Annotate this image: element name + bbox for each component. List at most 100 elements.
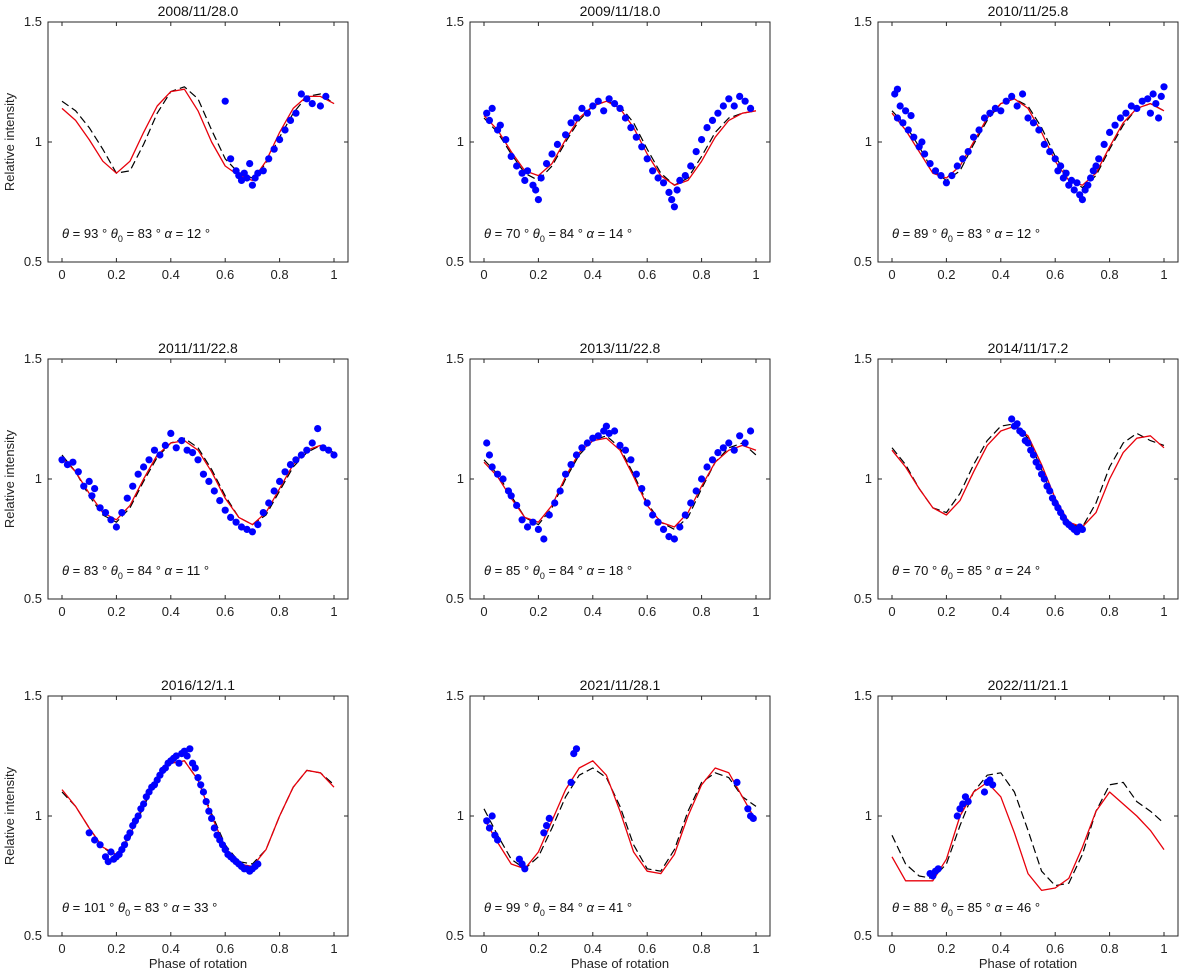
observation-point <box>676 176 684 184</box>
observation-point <box>616 441 624 449</box>
observation-point <box>942 179 951 187</box>
x-axis-label: Phase of rotation <box>979 956 1077 971</box>
observation-point <box>134 470 142 478</box>
x-tick-label: 0.6 <box>1046 941 1064 956</box>
observation-point <box>254 169 262 177</box>
observation-point <box>578 104 586 112</box>
observation-point <box>107 848 115 856</box>
y-tick-label: 0.5 <box>24 591 42 606</box>
observation-point <box>910 133 918 141</box>
observation-point <box>692 487 700 495</box>
observation-point <box>902 107 910 115</box>
theta-value: = 99 ° <box>491 900 529 915</box>
observation-point <box>703 124 711 132</box>
model-solid-line <box>483 437 757 528</box>
observation-point <box>322 92 330 100</box>
observation-point <box>265 499 273 507</box>
observation-point <box>205 807 213 815</box>
observation-point <box>286 461 295 469</box>
observation-point <box>1078 196 1086 204</box>
observation-point <box>654 174 662 182</box>
observation-point <box>175 759 183 767</box>
observation-point <box>1095 155 1103 163</box>
observation-point <box>621 446 630 454</box>
observation-point <box>746 104 755 112</box>
x-tick-label: 0 <box>888 604 895 619</box>
observation-point <box>670 203 679 211</box>
y-tick-label: 0.5 <box>854 591 872 606</box>
observation-point <box>687 499 695 507</box>
subplot-title: 2011/11/22.8 <box>158 340 238 356</box>
observation-point <box>123 494 131 502</box>
x-tick-label: 0.6 <box>1046 267 1064 282</box>
observation-point <box>921 150 929 158</box>
orbit-geometry-annotation: θ = 70 ° θ0 = 85 ° α = 24 ° <box>892 563 1040 581</box>
observation-point <box>281 468 289 476</box>
observation-point <box>248 181 256 189</box>
observation-point <box>953 812 961 820</box>
observation-point <box>194 456 202 464</box>
x-tick-label: 0 <box>58 604 65 619</box>
observation-point <box>237 523 246 531</box>
observation-point <box>692 148 700 156</box>
observation-point <box>232 518 240 526</box>
observation-point <box>698 136 706 144</box>
observation-point <box>1029 451 1038 459</box>
observation-point <box>893 85 902 93</box>
observation-point <box>276 136 284 144</box>
observation-point <box>513 162 521 170</box>
x-tick-label: 0.4 <box>584 604 602 619</box>
x-tick-label: 0 <box>888 267 895 282</box>
y-tick-label: 1 <box>35 134 42 149</box>
observation-point <box>991 104 999 112</box>
observation-point <box>562 131 570 139</box>
observation-point <box>937 172 945 180</box>
observation-point <box>243 174 251 182</box>
x-tick-label: 0.6 <box>638 941 656 956</box>
alpha-value: = 11 ° <box>172 563 209 578</box>
observation-point <box>188 449 197 457</box>
observation-point <box>1046 487 1054 495</box>
observation-point <box>91 836 99 844</box>
observation-point <box>1051 155 1059 163</box>
x-tick-label: 0.2 <box>937 604 955 619</box>
orbit-geometry-annotation: θ = 83 ° θ0 = 84 ° α = 11 ° <box>62 563 209 581</box>
observation-point <box>161 441 169 449</box>
observation-point <box>69 458 77 466</box>
observation-point <box>303 95 311 103</box>
observation-point <box>150 446 159 454</box>
observation-point <box>638 143 646 151</box>
observation-point <box>1144 95 1152 103</box>
observation-point <box>183 446 191 454</box>
observation-point <box>986 109 994 117</box>
theta-value: = 70 ° <box>899 563 937 578</box>
x-tick-label: 0 <box>480 604 487 619</box>
observation-point <box>308 100 316 108</box>
observation-point <box>227 513 235 522</box>
theta0-value: = 84 ° <box>123 563 161 578</box>
observation-point <box>698 475 706 483</box>
observation-point <box>303 446 311 454</box>
observation-point <box>572 745 581 753</box>
observation-point <box>270 145 278 153</box>
y-tick-label: 0.5 <box>24 254 42 269</box>
observation-point <box>88 492 96 500</box>
y-tick-label: 1 <box>865 134 872 149</box>
observation-point <box>736 92 744 100</box>
observation-point <box>199 788 208 796</box>
x-tick-label: 0.8 <box>1101 941 1119 956</box>
x-tick-label: 0.2 <box>529 941 547 956</box>
observation-point <box>605 429 613 437</box>
x-tick-label: 1 <box>330 267 337 282</box>
subplot-7: 2016/12/1.1 0.5 1 1.5 0 0.2 0.4 0.6 0.8 1 Relative… <box>2 677 349 971</box>
observation-point <box>178 437 186 445</box>
y-tick-label: 1 <box>35 808 42 823</box>
observation-point <box>665 533 673 541</box>
observation-point <box>140 463 148 471</box>
observation-point <box>649 511 657 519</box>
y-tick-label: 1 <box>35 471 42 486</box>
observation-point <box>730 446 738 454</box>
observation-point <box>959 155 967 163</box>
observation-point <box>172 444 180 452</box>
orbit-geometry-annotation: θ = 93 ° θ0 = 83 ° α = 12 ° <box>62 226 210 244</box>
